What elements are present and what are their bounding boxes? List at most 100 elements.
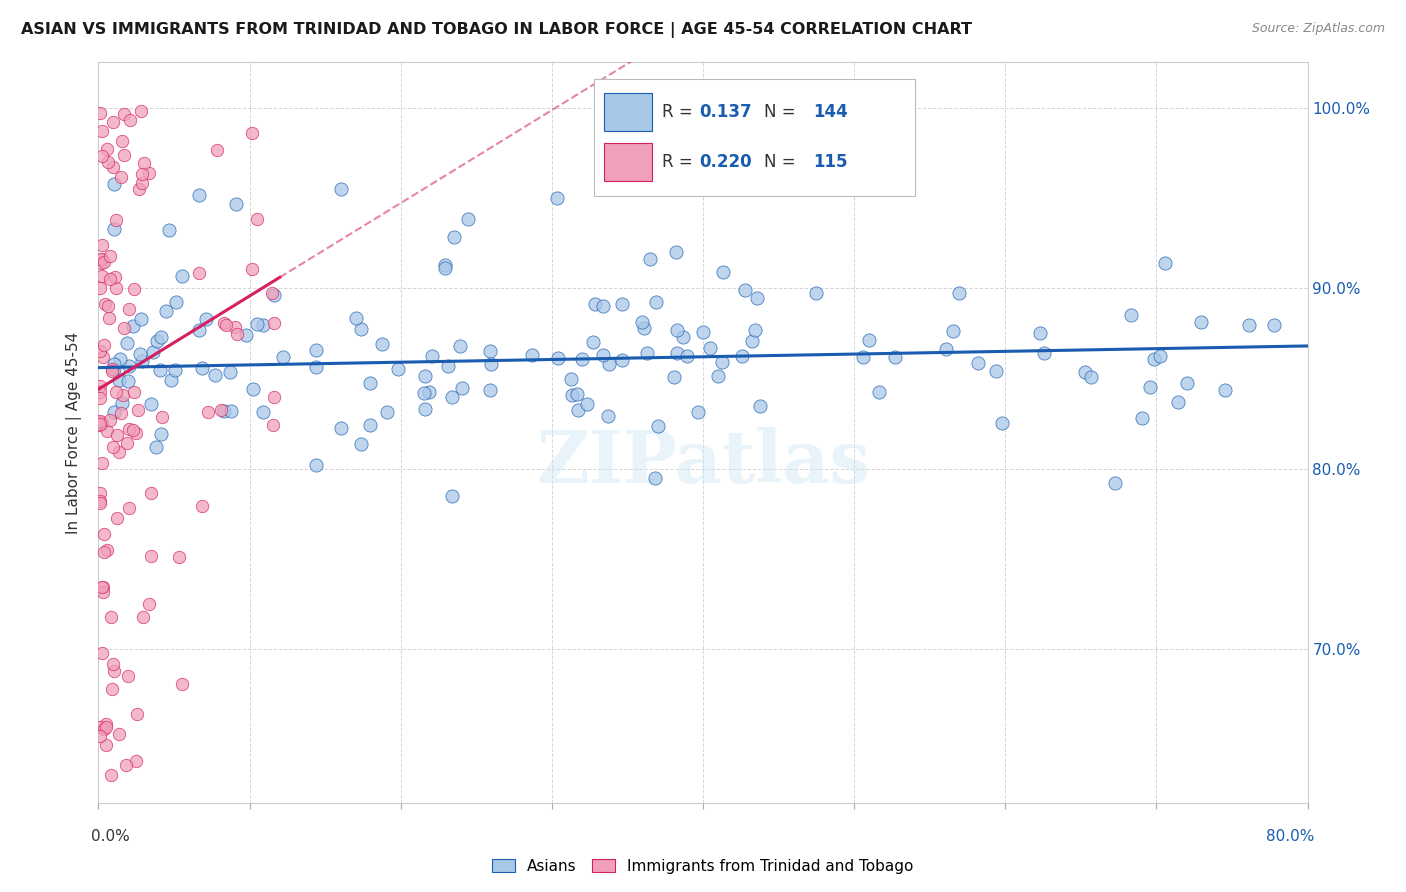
Point <box>93 297 115 311</box>
Point <box>115 435 138 450</box>
Point <box>638 252 661 266</box>
Point <box>560 372 582 386</box>
Point <box>942 325 965 339</box>
Point <box>676 349 699 363</box>
Text: Source: ZipAtlas.com: Source: ZipAtlas.com <box>1251 22 1385 36</box>
Point <box>633 320 655 334</box>
Point <box>305 458 328 472</box>
Point <box>561 388 583 402</box>
Text: ZIPatlas: ZIPatlas <box>536 426 870 498</box>
Point <box>457 212 479 227</box>
Point <box>89 379 111 393</box>
Point <box>121 423 143 437</box>
Point <box>305 360 328 375</box>
Point <box>112 148 135 162</box>
Point <box>450 381 472 395</box>
Point <box>101 681 124 696</box>
Point <box>163 362 186 376</box>
Point <box>225 197 247 211</box>
Point <box>440 489 463 503</box>
Point <box>114 321 136 335</box>
Point <box>118 301 141 316</box>
Point <box>90 123 112 137</box>
Point <box>666 323 689 337</box>
Point <box>1175 376 1198 391</box>
Point <box>1154 256 1177 270</box>
Text: N =: N = <box>763 103 800 121</box>
Point <box>103 362 125 376</box>
Point <box>149 362 172 376</box>
Point <box>672 330 695 344</box>
Point <box>571 351 593 366</box>
Point <box>129 312 152 326</box>
Point <box>209 402 232 417</box>
Point <box>596 409 619 424</box>
Point <box>118 422 141 436</box>
Point <box>91 585 114 599</box>
Point <box>1080 369 1102 384</box>
Point <box>90 580 112 594</box>
Point <box>1143 352 1166 367</box>
Point <box>97 311 120 326</box>
Point <box>1189 315 1212 329</box>
Point <box>101 364 124 378</box>
Point <box>89 391 111 405</box>
Point <box>546 191 568 205</box>
Point <box>377 405 399 419</box>
Point <box>235 327 257 342</box>
Point <box>188 266 211 280</box>
Text: R =: R = <box>662 103 697 121</box>
Point <box>436 359 458 374</box>
Point <box>97 154 120 169</box>
Point <box>138 166 160 180</box>
Point <box>93 337 115 351</box>
Point <box>125 425 148 440</box>
Point <box>103 161 125 175</box>
Point <box>94 738 117 752</box>
Point <box>89 496 111 510</box>
Point <box>479 357 502 371</box>
Point <box>187 323 209 337</box>
Point <box>93 545 115 559</box>
Point <box>662 369 685 384</box>
Point <box>478 343 501 358</box>
Point <box>449 339 471 353</box>
Point <box>159 373 181 387</box>
Point <box>89 106 111 120</box>
Point <box>110 169 132 184</box>
Point <box>110 407 132 421</box>
Point <box>89 281 111 295</box>
Point <box>91 149 114 163</box>
Point <box>744 323 766 337</box>
Point <box>1029 326 1052 340</box>
Point <box>111 396 134 410</box>
Point <box>1130 411 1153 425</box>
Point <box>100 610 122 624</box>
FancyBboxPatch shape <box>605 93 652 131</box>
Point <box>858 333 880 347</box>
Point <box>441 390 464 404</box>
Point <box>610 353 633 368</box>
Point <box>218 365 240 379</box>
Point <box>883 350 905 364</box>
Point <box>252 318 274 332</box>
Text: 0.220: 0.220 <box>699 153 752 171</box>
Point <box>89 729 111 743</box>
Point <box>612 297 634 311</box>
Point <box>966 356 988 370</box>
Point <box>197 405 219 419</box>
Point <box>263 316 285 330</box>
Point <box>103 664 125 678</box>
Point <box>91 646 114 660</box>
Point <box>131 176 153 190</box>
Point <box>1121 308 1143 322</box>
Point <box>262 418 284 433</box>
Text: 0.0%: 0.0% <box>91 830 131 844</box>
Point <box>125 754 148 768</box>
Point <box>131 167 153 181</box>
Point <box>370 337 392 351</box>
Point <box>142 344 165 359</box>
Point <box>139 396 162 410</box>
Point <box>103 405 125 419</box>
Point <box>89 486 111 500</box>
